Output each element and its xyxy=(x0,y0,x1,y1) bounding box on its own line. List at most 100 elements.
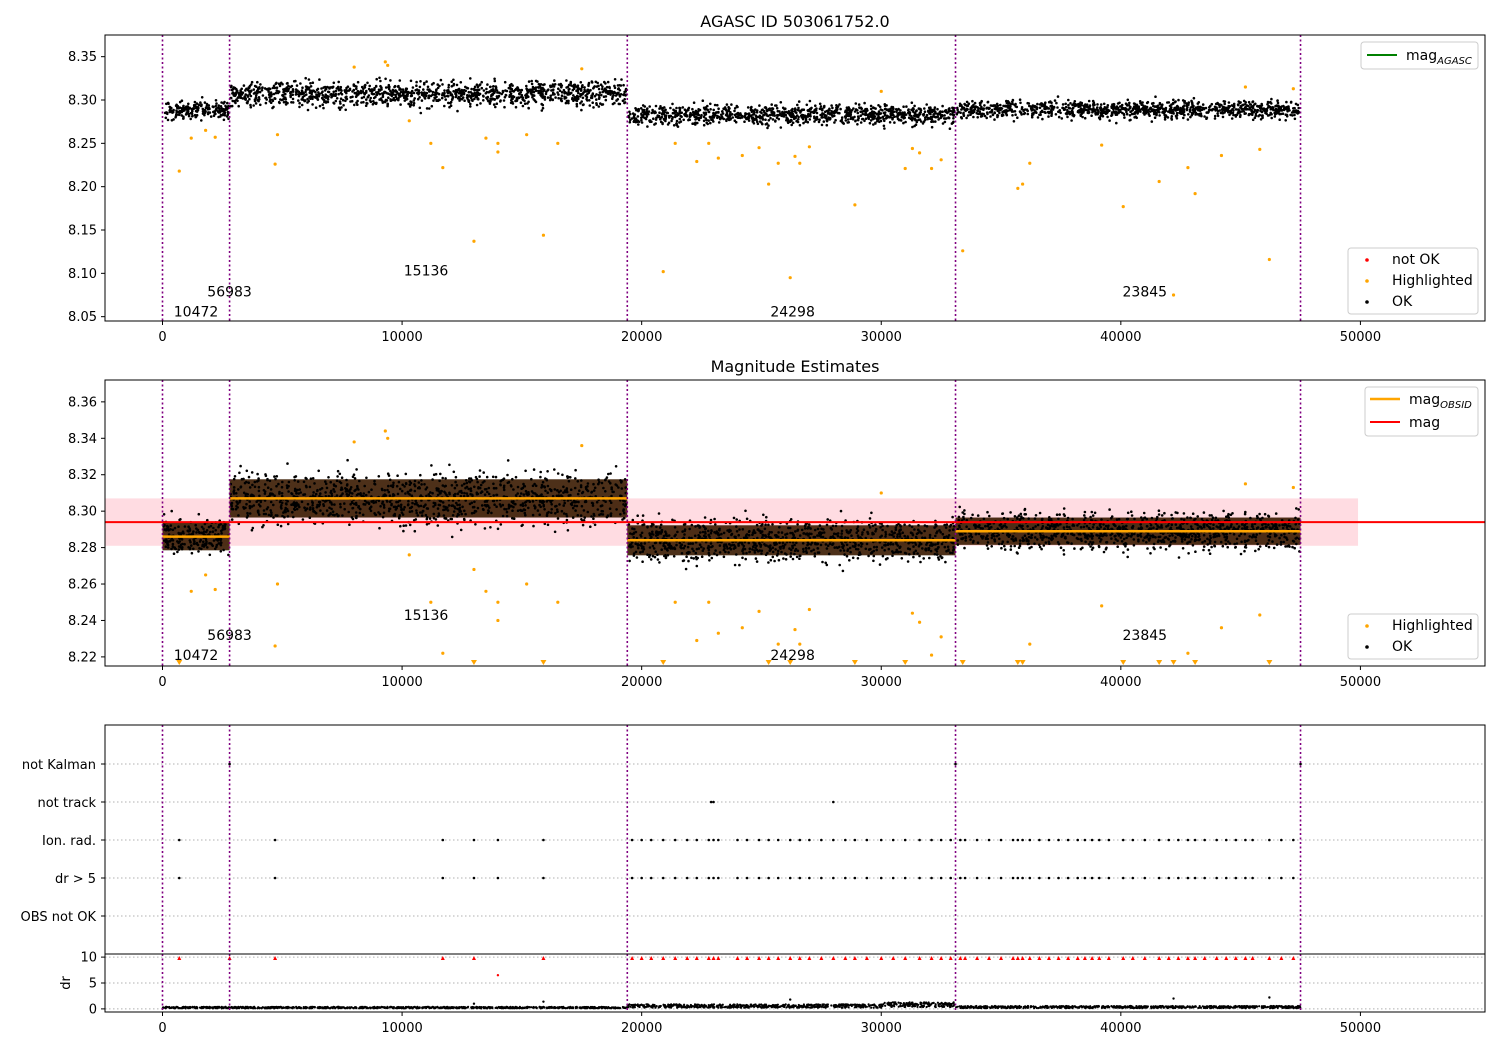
flag-point xyxy=(695,838,699,842)
dr-clipped-marker xyxy=(879,956,884,960)
flag-point xyxy=(1157,876,1161,880)
not-ok-legend-marker xyxy=(1365,258,1369,262)
dr-clipped-marker xyxy=(227,956,232,960)
flag-point xyxy=(1234,876,1238,880)
flag-point xyxy=(939,876,943,880)
highlighted-point xyxy=(429,600,433,604)
agasc-obsid-labels: 10472 56983 15136 24298 23845 xyxy=(174,264,1167,321)
flag-point xyxy=(903,838,907,842)
dr-clipped-marker xyxy=(735,956,740,960)
highlighted-point xyxy=(1291,87,1295,91)
flag-point xyxy=(879,876,883,880)
dr-clipped-marker xyxy=(757,956,762,960)
y-tick-label: 8.10 xyxy=(68,267,97,282)
dr-clipped-marker xyxy=(1202,956,1207,960)
highlighted-point xyxy=(798,161,802,165)
highlighted-point xyxy=(189,589,193,593)
obsid-label: 15136 xyxy=(404,608,449,624)
category-label: not Kalman xyxy=(22,758,96,773)
highlighted-point xyxy=(740,153,744,158)
flag-point xyxy=(1157,838,1161,842)
flag-point xyxy=(757,876,761,880)
highlighted-point xyxy=(695,638,699,643)
flag-point xyxy=(1186,838,1190,842)
highlighted-point xyxy=(716,631,720,635)
flag-point xyxy=(673,838,677,842)
highlighted-point xyxy=(740,626,744,630)
y-tick-label: 5 xyxy=(89,977,97,992)
flag-point xyxy=(1021,838,1024,842)
dr-clipped-marker xyxy=(177,956,182,960)
flag-point xyxy=(717,876,720,880)
flag-point xyxy=(1057,838,1060,842)
dr-clipped-marker xyxy=(999,956,1004,960)
panel-title: Magnitude Estimates xyxy=(711,357,880,376)
dr-clipped-marker xyxy=(1243,956,1248,960)
flag-point xyxy=(1143,838,1147,842)
dr-axes: 0 10000 20000 30000 40000 50000 0 5 10 xyxy=(80,951,1486,1036)
x-tick-label: 10000 xyxy=(381,675,422,690)
x-tick-label: 50000 xyxy=(1340,1021,1381,1036)
dr-outlier-point xyxy=(789,998,792,1001)
flag-point xyxy=(975,876,979,880)
flag-point xyxy=(1090,838,1094,842)
flag-point xyxy=(1016,838,1020,842)
clipped-point-marker xyxy=(1120,660,1127,665)
x-tick-label: 10000 xyxy=(381,1021,422,1036)
dr-clipped-marker xyxy=(716,956,721,960)
dr-clipped-marker xyxy=(819,956,824,960)
highlighted-point xyxy=(496,150,500,154)
dr-clipped-marker xyxy=(807,956,812,960)
dr-outlier-point xyxy=(1268,996,1271,999)
flag-point xyxy=(630,838,634,842)
flag-point xyxy=(776,876,780,880)
highlighted-point xyxy=(525,582,529,586)
highlighted-point xyxy=(580,443,584,448)
flag-point xyxy=(712,876,715,880)
flag-point xyxy=(1167,876,1171,880)
category-label: not track xyxy=(37,796,96,811)
category-label: Ion. rad. xyxy=(42,834,96,849)
highlighted-point xyxy=(496,141,500,145)
flag-point xyxy=(472,876,476,880)
category-label: OBS not OK xyxy=(21,910,97,925)
flag-point xyxy=(1076,838,1080,842)
flag-point xyxy=(1047,838,1051,842)
highlighted-point xyxy=(1291,485,1295,490)
flag-point xyxy=(930,876,933,880)
legend-label: magOBSID xyxy=(1409,392,1472,411)
highlighted-point xyxy=(879,491,883,495)
clipped-point-marker xyxy=(176,660,183,665)
flag-point xyxy=(949,838,953,842)
flag-point xyxy=(788,876,792,880)
flag-point xyxy=(999,838,1003,842)
dr-clipped-marker xyxy=(1214,956,1219,960)
flag-point xyxy=(1107,876,1111,880)
dr-clipped-marker xyxy=(661,956,666,960)
dr-clipped-marker xyxy=(706,956,711,960)
dr-clipped-marker xyxy=(1185,956,1190,960)
highlighted-point xyxy=(525,133,529,137)
ok-legend-marker xyxy=(1365,645,1369,649)
dr-clipped-marker xyxy=(1250,956,1255,960)
highlighted-point xyxy=(275,582,280,586)
highlighted-point xyxy=(352,65,356,69)
dr-clipped-marker xyxy=(1233,956,1238,960)
dr-clipped-marker xyxy=(1020,956,1025,960)
flag-point xyxy=(808,876,811,880)
obsid-label: 24298 xyxy=(770,648,815,664)
flag-point xyxy=(1021,876,1024,880)
highlighted-point xyxy=(910,611,914,615)
highlighted-point xyxy=(556,600,560,604)
flag-point xyxy=(542,838,545,842)
flag-point xyxy=(1244,876,1247,880)
flag-point xyxy=(649,838,653,842)
agasc-data-layer xyxy=(161,35,1302,321)
flag-point xyxy=(1299,762,1302,766)
highlighted-point xyxy=(1186,651,1190,655)
flag-point xyxy=(1066,876,1070,880)
dr-clipped-marker xyxy=(1046,956,1051,960)
dr-points xyxy=(161,1001,1302,1010)
legend-label: mag xyxy=(1409,415,1440,431)
highlighted-point xyxy=(1219,153,1224,158)
